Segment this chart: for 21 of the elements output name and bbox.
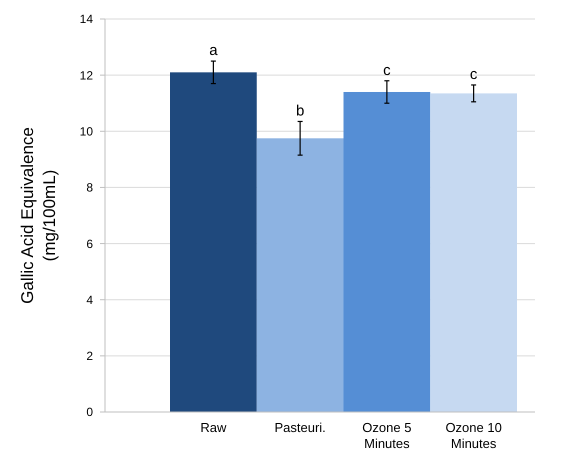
y-tick-label: 6 xyxy=(86,236,94,251)
x-tick-label: Pasteuri. xyxy=(274,420,326,435)
bar xyxy=(344,92,430,412)
annotation: c xyxy=(383,62,392,79)
y-tick-label: 14 xyxy=(80,12,94,26)
annotation: b xyxy=(296,102,304,120)
x-tick-label: Raw xyxy=(200,420,227,435)
y-tick-label: 2 xyxy=(86,349,94,364)
y-tick-label: 0 xyxy=(86,405,94,420)
annotation: c xyxy=(470,66,478,83)
annotation: a xyxy=(209,42,218,60)
y-tick-label: 10 xyxy=(80,124,94,138)
bar xyxy=(170,72,257,412)
y-axis-title: Gallic Acid Equivalence (mg/100mL) xyxy=(18,127,59,304)
x-tick-label: Ozone 10 Minutes xyxy=(445,420,502,451)
y-tick-label: 8 xyxy=(86,180,94,195)
x-tick-label: Ozone 5 Minutes xyxy=(362,420,412,451)
bar xyxy=(430,93,517,412)
y-tick-label: 12 xyxy=(80,68,94,82)
bar xyxy=(256,138,344,412)
y-tick-label: 4 xyxy=(86,292,94,307)
